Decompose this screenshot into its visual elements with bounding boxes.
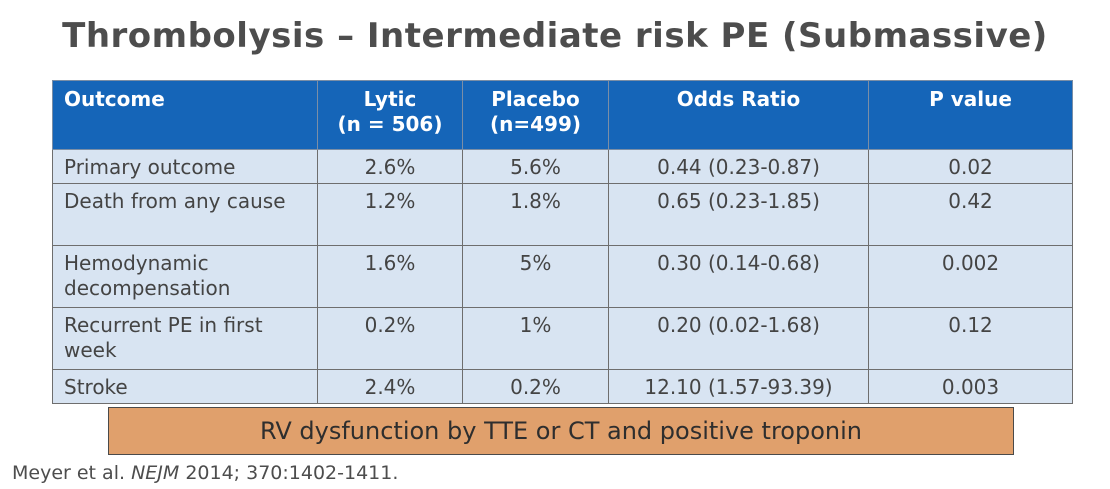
cell-outcome: Stroke — [52, 369, 318, 404]
header-odds-ratio: Odds Ratio — [608, 80, 869, 150]
results-table: Outcome Lytic (n = 506) Placebo (n=499) … — [52, 80, 1073, 404]
criteria-banner: RV dysfunction by TTE or CT and positive… — [108, 407, 1014, 455]
table-row: Recurrent PE in first week 0.2% 1% 0.20 … — [52, 307, 1073, 370]
cell-placebo: 1.8% — [462, 183, 609, 246]
cell-p-value: 0.12 — [868, 307, 1073, 370]
cell-outcome: Primary outcome — [52, 149, 318, 184]
table-row: Death from any cause 1.2% 1.8% 0.65 (0.2… — [52, 183, 1073, 246]
cell-p-value: 0.02 — [868, 149, 1073, 184]
cell-outcome: Hemodynamic decompensation — [52, 245, 318, 308]
cell-lytic: 0.2% — [317, 307, 463, 370]
cell-outcome: Death from any cause — [52, 183, 318, 246]
cell-odds-ratio: 0.44 (0.23-0.87) — [608, 149, 869, 184]
header-placebo-count: (n=499) — [489, 112, 582, 136]
cell-p-value: 0.42 — [868, 183, 1073, 246]
cell-p-value: 0.003 — [868, 369, 1073, 404]
cell-placebo: 0.2% — [462, 369, 609, 404]
cell-placebo: 5% — [462, 245, 609, 308]
cell-lytic: 1.2% — [317, 183, 463, 246]
header-outcome: Outcome — [52, 80, 318, 150]
header-lytic-label: Lytic — [363, 87, 417, 111]
table-row: Hemodynamic decompensation 1.6% 5% 0.30 … — [52, 245, 1073, 308]
header-odds-ratio-label: Odds Ratio — [676, 87, 801, 111]
slide-title: Thrombolysis – Intermediate risk PE (Sub… — [62, 16, 1048, 56]
cell-lytic: 2.6% — [317, 149, 463, 184]
header-outcome-label: Outcome — [64, 87, 165, 111]
cell-lytic: 1.6% — [317, 245, 463, 308]
citation-authors: Meyer et al. — [12, 462, 126, 484]
header-placebo: Placebo (n=499) — [462, 80, 609, 150]
citation: Meyer et al. NEJM 2014; 370:1402-1411. — [12, 462, 398, 484]
results-table-container: Outcome Lytic (n = 506) Placebo (n=499) … — [52, 80, 1073, 404]
cell-placebo: 1% — [462, 307, 609, 370]
cell-odds-ratio: 0.30 (0.14-0.68) — [608, 245, 869, 308]
header-placebo-label: Placebo — [491, 87, 580, 111]
table-header-row: Outcome Lytic (n = 506) Placebo (n=499) … — [52, 80, 1073, 150]
cell-odds-ratio: 12.10 (1.57-93.39) — [608, 369, 869, 404]
header-lytic: Lytic (n = 506) — [317, 80, 463, 150]
table-row: Stroke 2.4% 0.2% 12.10 (1.57-93.39) 0.00… — [52, 369, 1073, 404]
cell-odds-ratio: 0.65 (0.23-1.85) — [608, 183, 869, 246]
citation-details: 2014; 370:1402-1411. — [185, 462, 399, 484]
header-p-value: P value — [868, 80, 1073, 150]
citation-journal: NEJM — [131, 462, 180, 484]
table-row: Primary outcome 2.6% 5.6% 0.44 (0.23-0.8… — [52, 149, 1073, 184]
cell-p-value: 0.002 — [868, 245, 1073, 308]
header-lytic-count: (n = 506) — [337, 112, 443, 136]
header-p-value-label: P value — [929, 87, 1012, 111]
cell-placebo: 5.6% — [462, 149, 609, 184]
cell-outcome: Recurrent PE in first week — [52, 307, 318, 370]
cell-odds-ratio: 0.20 (0.02-1.68) — [608, 307, 869, 370]
cell-lytic: 2.4% — [317, 369, 463, 404]
